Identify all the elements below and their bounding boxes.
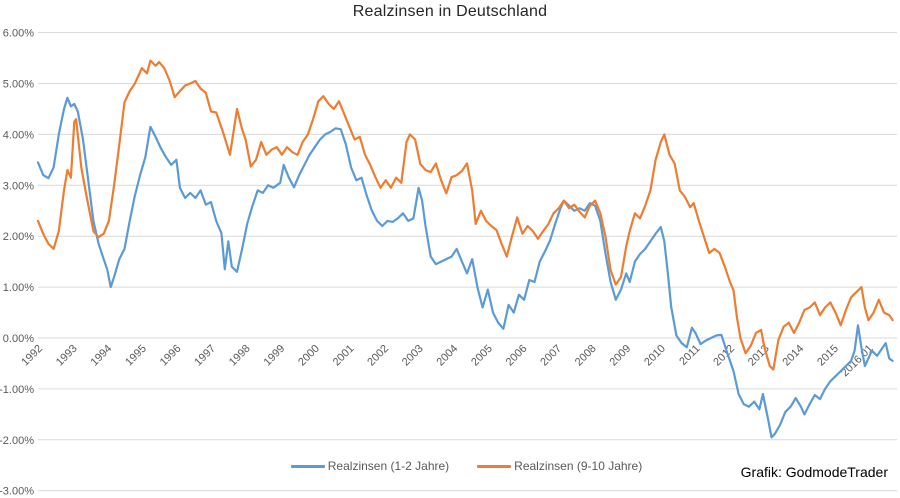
y-axis-tick-label: 0.00% (3, 333, 34, 345)
y-axis-tick-label: -1.00% (0, 384, 34, 396)
x-axis-tick-label: 1994 (89, 343, 115, 369)
x-axis-tick-label: 2009 (608, 343, 634, 369)
x-axis-tick-label: 2011 (677, 343, 702, 368)
legend-label-blue: Realzinsen (1-2 Jahre) (327, 459, 450, 473)
y-axis-tick-label: 3.00% (3, 180, 34, 192)
credit-text: Grafik: GodmodeTrader (740, 464, 888, 480)
x-axis-tick-label: 2014 (781, 343, 807, 369)
x-axis-tick-label: 1999 (262, 343, 288, 369)
x-axis-labels: 1992 1993 1994 1995 1996 1997 1998 1999 2000 2001… (19, 343, 875, 380)
x-axis-tick-label: 2007 (538, 343, 564, 369)
x-axis-tick-label: 1992 (19, 343, 45, 369)
y-axis-tick-label: 4.00% (3, 129, 34, 141)
x-axis-tick-label: 2000 (296, 343, 322, 369)
series-lines (36, 59, 894, 439)
y-axis-tick-label: -3.00% (0, 486, 34, 498)
x-axis-tick-label: 2016.01 (839, 343, 876, 380)
legend-label-orange: Realzinsen (9-10 Jahre) (514, 459, 643, 473)
x-axis-tick-label: 1995 (123, 343, 149, 369)
x-axis-tick-label: 1996 (158, 343, 184, 369)
y-axis-tick-label: 2.00% (3, 231, 34, 243)
x-axis-tick-label: 2004 (435, 343, 461, 369)
series-line-orange (36, 59, 894, 371)
x-axis-tick-label: 2008 (573, 343, 599, 369)
legend: Realzinsen (1-2 Jahre) Realzinsen (9-10 … (38, 459, 895, 473)
chart-title: Realzinsen in Deutschland (352, 3, 548, 20)
x-axis-tick-label: 2001 (331, 343, 357, 369)
y-axis-tick-label: -2.00% (0, 435, 34, 447)
x-axis-tick-label: 2010 (642, 343, 668, 369)
y-axis-tick-label: 6.00% (3, 28, 34, 40)
x-axis-tick-label: 1998 (227, 343, 253, 369)
series-line-blue (36, 96, 894, 439)
legend-item-orange: Realzinsen (9-10 Jahre) (477, 459, 642, 473)
y-axis-tick-label: 5.00% (3, 79, 34, 91)
y-axis-labels: 6.00% 5.00% 4.00% 3.00% 2.00% 1.00% 0.00% -1.00… (0, 28, 34, 498)
x-axis-tick-label: 1997 (192, 343, 218, 369)
x-axis-tick-label: 2015 (815, 343, 841, 369)
x-axis-tick-label: 2006 (504, 343, 530, 369)
x-axis-tick-label: 2005 (469, 343, 495, 369)
x-axis-tick-label: 2002 (365, 343, 391, 369)
legend-line-swatch-blue (290, 464, 325, 468)
x-axis-tick-label: 1993 (54, 343, 80, 369)
legend-line-swatch-orange (477, 464, 512, 468)
gridlines (38, 32, 897, 492)
legend-item-blue: Realzinsen (1-2 Jahre) (290, 459, 450, 473)
x-axis-tick-label: 2003 (400, 343, 426, 369)
y-axis-tick-label: 1.00% (3, 282, 34, 294)
